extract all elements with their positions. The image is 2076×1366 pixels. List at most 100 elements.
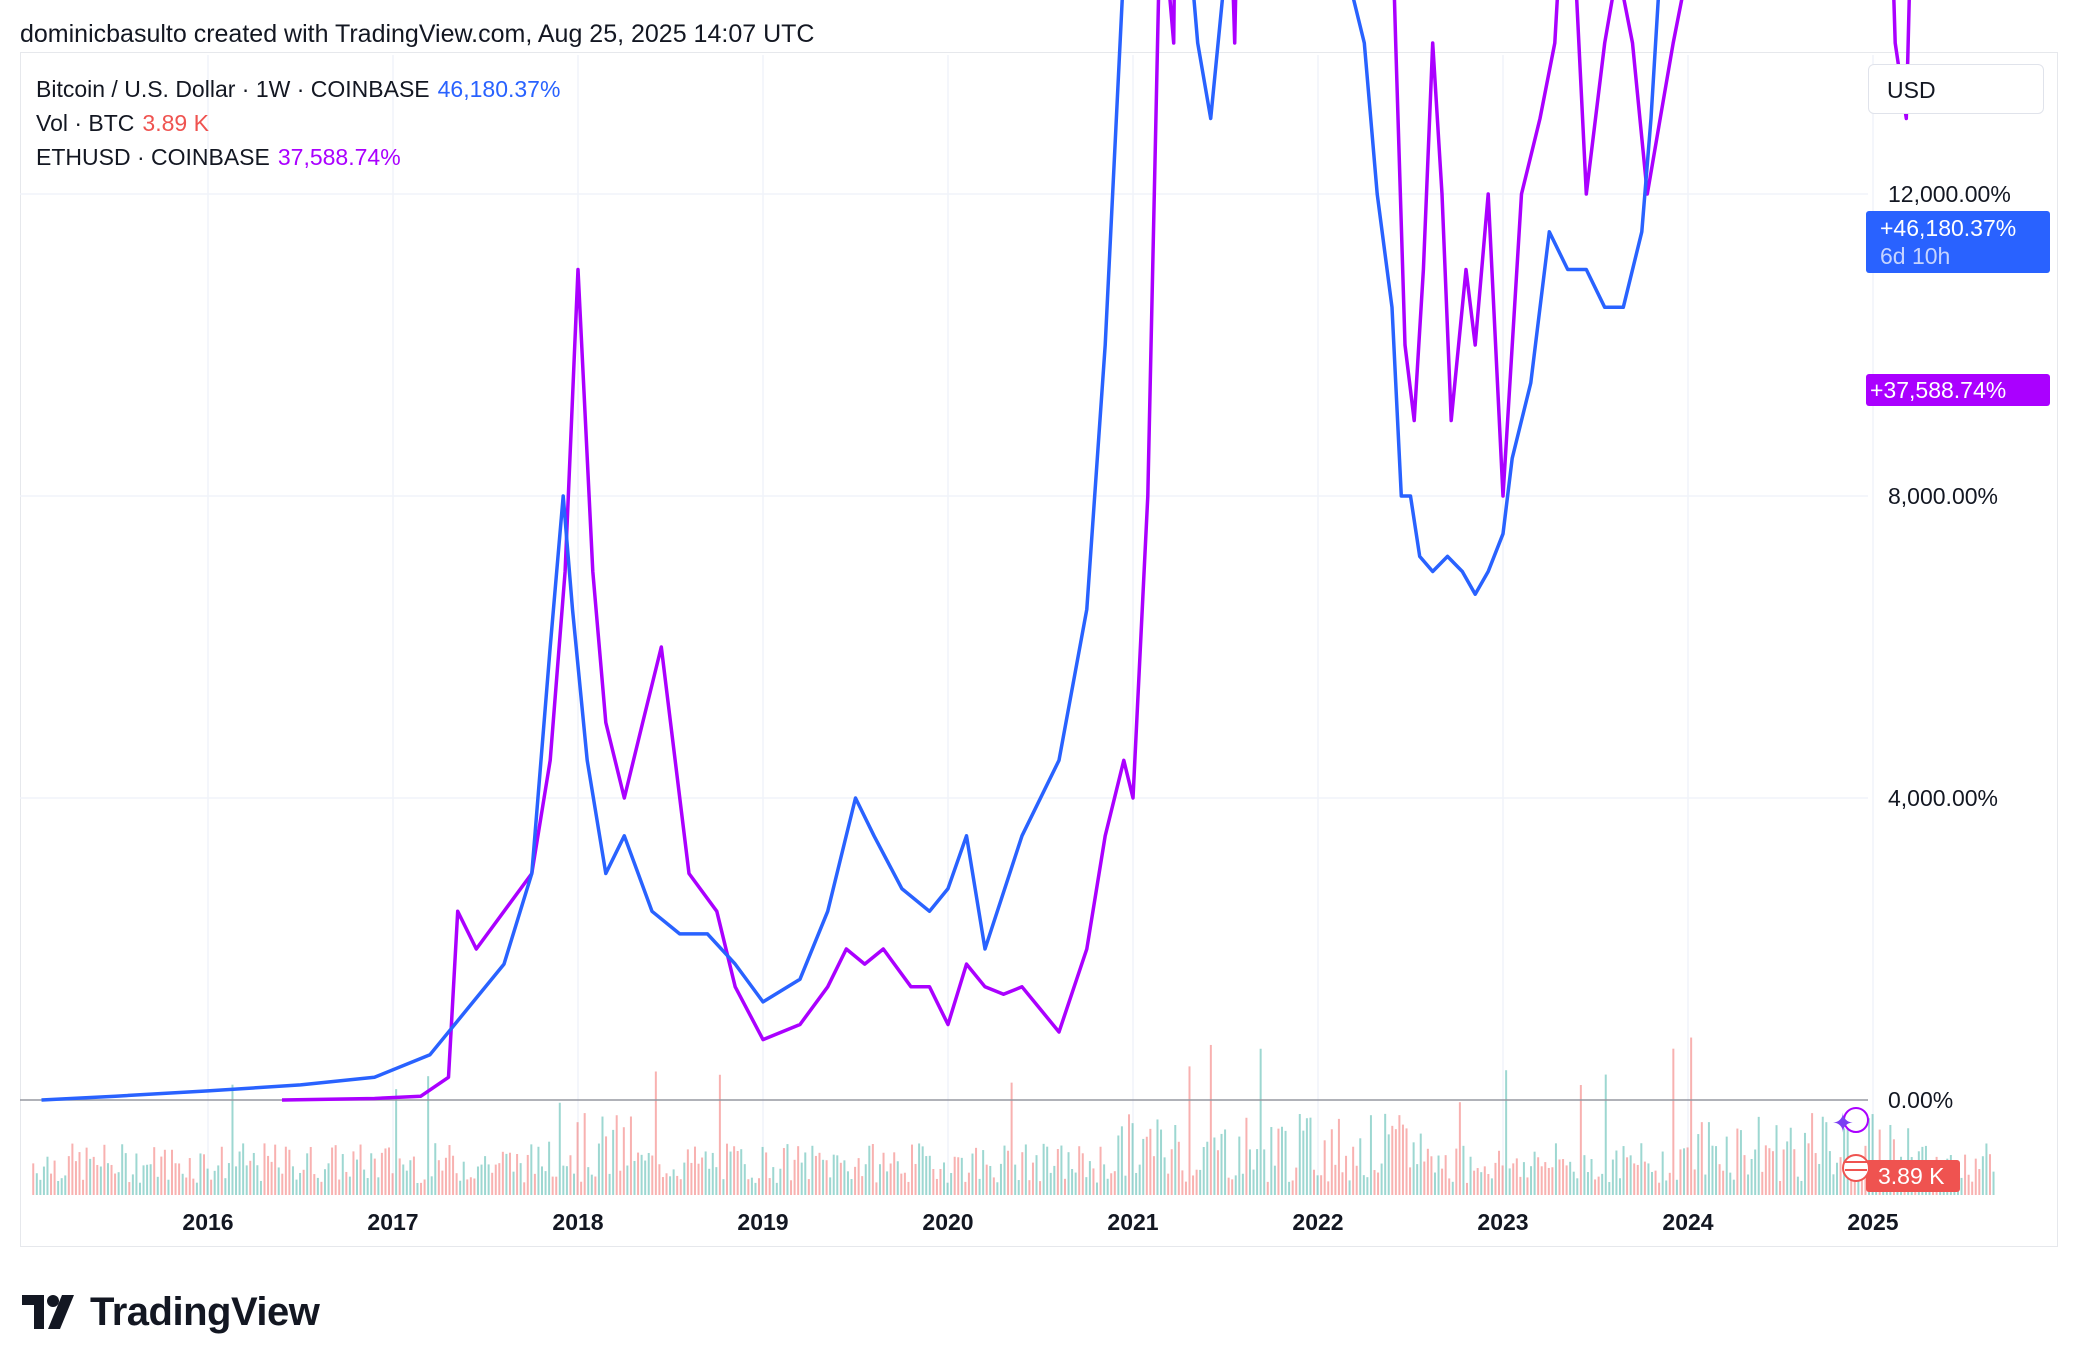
volume-bar bbox=[590, 1174, 593, 1195]
creator-attribution: dominicbasulto created with TradingView.… bbox=[20, 20, 815, 48]
volume-bar bbox=[252, 1152, 255, 1195]
volume-bar bbox=[1715, 1146, 1718, 1195]
volume-bar bbox=[1729, 1172, 1732, 1195]
legend-eth[interactable]: ETHUSD · COINBASE 37,588.74% bbox=[36, 144, 401, 171]
volume-bar bbox=[1512, 1163, 1515, 1195]
volume-bar bbox=[1110, 1173, 1113, 1195]
volume-bar bbox=[935, 1178, 938, 1195]
volume-bar bbox=[676, 1175, 679, 1195]
volume-bar bbox=[1117, 1135, 1120, 1195]
volume-bar bbox=[1490, 1178, 1493, 1195]
volume-bar bbox=[868, 1145, 871, 1195]
volume-bar bbox=[1056, 1149, 1059, 1195]
volume-bar bbox=[327, 1163, 330, 1195]
volume-bar bbox=[1853, 1171, 1856, 1195]
volume-bar bbox=[640, 1154, 643, 1195]
volume-bar bbox=[704, 1151, 707, 1195]
volume-bar bbox=[718, 1074, 721, 1195]
volume-bar bbox=[558, 1102, 561, 1195]
volume-bar bbox=[1530, 1166, 1533, 1195]
volume-bar bbox=[1128, 1114, 1131, 1195]
volume-bar bbox=[1967, 1174, 1970, 1195]
volume-bar bbox=[1800, 1180, 1803, 1195]
volume-bar bbox=[388, 1147, 391, 1195]
volume-bar bbox=[1366, 1177, 1369, 1195]
volume-bar bbox=[701, 1157, 704, 1195]
volume-bar bbox=[686, 1149, 689, 1195]
volume-bar bbox=[299, 1172, 302, 1195]
volume-bar bbox=[1658, 1182, 1661, 1195]
y-axis: 4,000.00%8,000.00%12,000.00%16,000.00%20… bbox=[1888, 181, 2011, 1113]
tradingview-logo[interactable]: TradingView bbox=[22, 1290, 320, 1334]
volume-bar bbox=[1757, 1116, 1760, 1195]
volume-bar bbox=[227, 1163, 230, 1195]
volume-bar bbox=[779, 1168, 782, 1195]
volume-bar bbox=[1138, 1164, 1141, 1195]
volume-bar bbox=[1160, 1129, 1163, 1195]
volume-bar bbox=[1391, 1125, 1394, 1195]
legend-vol[interactable]: Vol · BTC 3.89 K bbox=[36, 110, 209, 137]
volume-bar bbox=[373, 1158, 376, 1195]
volume-bar bbox=[1828, 1151, 1831, 1195]
volume-bar bbox=[1409, 1167, 1412, 1195]
volume-bar bbox=[185, 1177, 188, 1195]
x-tick-label: 2024 bbox=[1662, 1209, 1713, 1235]
volume-bar bbox=[612, 1129, 615, 1195]
volume-bar bbox=[1803, 1132, 1806, 1195]
volume-bar bbox=[1988, 1154, 1991, 1195]
volume-bar bbox=[420, 1182, 423, 1195]
volume-bar bbox=[647, 1152, 650, 1195]
volume-bar bbox=[1352, 1146, 1355, 1195]
volume-bar bbox=[1675, 1179, 1678, 1195]
volume-bar bbox=[277, 1167, 280, 1195]
volume-bar bbox=[1359, 1138, 1362, 1195]
volume-bar bbox=[1683, 1148, 1686, 1195]
volume-bar bbox=[622, 1127, 625, 1195]
volume-bar bbox=[1156, 1119, 1159, 1195]
legend-btc[interactable]: Bitcoin / U.S. Dollar · 1W · COINBASE 46,… bbox=[36, 76, 560, 103]
currency-selector[interactable]: USD bbox=[1868, 64, 2044, 114]
x-tick-label: 2020 bbox=[922, 1209, 973, 1235]
volume-bar bbox=[1074, 1172, 1077, 1195]
volume-bar bbox=[427, 1076, 430, 1195]
volume-bar bbox=[1291, 1180, 1294, 1195]
volume-bar bbox=[1508, 1168, 1511, 1195]
volume-bar bbox=[131, 1174, 134, 1195]
chart-frame[interactable] bbox=[20, 52, 2058, 1247]
volume-bar bbox=[644, 1160, 647, 1195]
volume-bar bbox=[117, 1172, 120, 1195]
volume-bar bbox=[665, 1173, 668, 1195]
volume-bar bbox=[861, 1176, 864, 1195]
volume-bar bbox=[203, 1154, 206, 1195]
volume-bar bbox=[658, 1164, 661, 1195]
volume-bar bbox=[811, 1145, 814, 1195]
volume-bar bbox=[78, 1152, 81, 1195]
volume-bar bbox=[775, 1182, 778, 1195]
volume-bar bbox=[1643, 1161, 1646, 1195]
volume-bar bbox=[1455, 1148, 1458, 1195]
volume-bar bbox=[1017, 1180, 1020, 1195]
volume-bar bbox=[1597, 1176, 1600, 1195]
volume-bar bbox=[1063, 1178, 1066, 1195]
volume-bar bbox=[790, 1180, 793, 1195]
volume-bar bbox=[1213, 1137, 1216, 1195]
volume-bar bbox=[1466, 1182, 1468, 1195]
volume-bar bbox=[697, 1163, 700, 1195]
volume-bar bbox=[110, 1164, 113, 1195]
volume-bar bbox=[1971, 1181, 1974, 1195]
x-tick-label: 2025 bbox=[1847, 1209, 1898, 1235]
x-axis: 2016 2017 2018 2019 2020 2021 2022 2023 2024 2025 bbox=[182, 1209, 1898, 1235]
volume-bar bbox=[985, 1164, 988, 1195]
volume-bar bbox=[541, 1166, 543, 1195]
volume-bar bbox=[1345, 1155, 1348, 1195]
volume-bar bbox=[149, 1164, 152, 1195]
us-flag-icon bbox=[1842, 1154, 1870, 1182]
volume-bar bbox=[1768, 1148, 1771, 1195]
volume-bar bbox=[1718, 1164, 1721, 1195]
eth-avatar-icon bbox=[1843, 1107, 1869, 1133]
volume-bar bbox=[626, 1165, 629, 1195]
volume-bar bbox=[1195, 1169, 1198, 1195]
volume-bar bbox=[398, 1158, 401, 1195]
volume-bar bbox=[281, 1173, 284, 1195]
